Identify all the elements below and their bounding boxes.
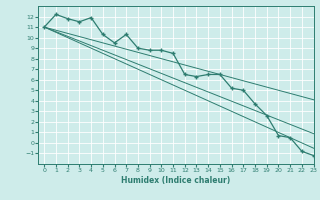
X-axis label: Humidex (Indice chaleur): Humidex (Indice chaleur) <box>121 176 231 185</box>
